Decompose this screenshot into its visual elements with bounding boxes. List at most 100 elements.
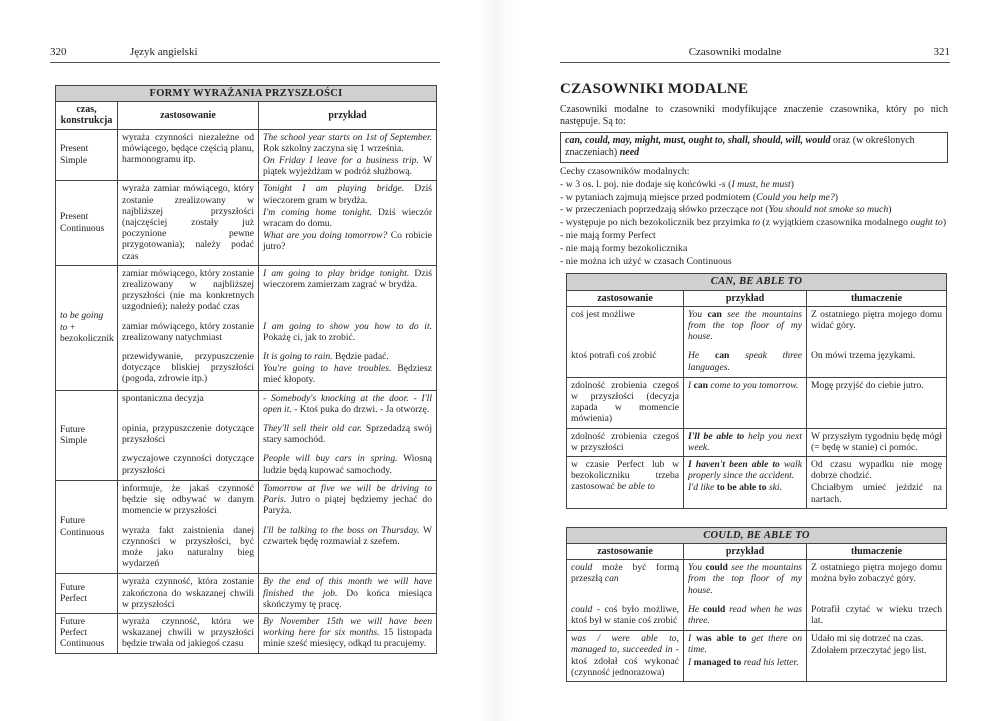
table-row: w czasie Perfect lub w bezokoliczniku tr… (566, 456, 947, 509)
text-segment: Rok szkolny zaczyna się 1 września. (263, 142, 404, 154)
right-page: Czasowniki modalne 321 CZASOWNIKI MODALN… (560, 0, 950, 721)
text-paragraph: could może być formą przeszłą can (571, 562, 679, 584)
table-cell: wyraża fakt zaistnienia danej czynności … (117, 522, 259, 575)
table-cell: He can speak three languages. (683, 348, 807, 378)
text-segment: Z ostatniego piętra mojego domu można by… (811, 562, 943, 585)
text-segment: - w przeczeniach poprzedzają słówko prze… (560, 204, 751, 216)
table-cell: I was able to get there on time. I manage… (683, 630, 807, 683)
table-cell: On mówi trzema językami. (806, 348, 947, 378)
text-segment: zdolność zrobienia czegoś w przyszłości … (571, 379, 679, 425)
text-paragraph: Present Simple (60, 143, 113, 165)
text-paragraph: - w 3 os. l. poj. nie dodaje się końcówk… (560, 179, 948, 191)
table-cell: By the end of this month we will have fi… (257, 573, 438, 614)
table-row: zamiar mówiącego, który zostanie zrealiz… (56, 318, 438, 350)
text-segment: ought to (910, 217, 943, 229)
text-segment: You (688, 308, 708, 320)
text-paragraph: w czasie Perfect lub w bezokoliczniku tr… (571, 459, 679, 493)
text-segment: Od czasu wypadku nie mogę dobrze chodzić… (811, 459, 942, 482)
text-segment: He (688, 350, 715, 362)
text-segment: może być formą przeszłą (571, 562, 679, 585)
modal-verbs-box: can, could, may, might, must, ought to, … (560, 132, 948, 163)
text-segment: see the mountains from the top floor of … (688, 562, 802, 596)
text-segment: Wiosną ludzie będą kupować samochody. (263, 453, 433, 476)
text-paragraph: I am going to play bridge tonight. Dziś … (263, 268, 432, 290)
text-paragraph: Od czasu wypadku nie mogę dobrze chodzić… (811, 459, 942, 481)
text-segment: wyraża czynność, która we wskazanej chwi… (122, 615, 254, 650)
text-segment: - coś było możliwe, ktoś był w stanie co… (571, 603, 679, 627)
text-paragraph: wyraża czynności niezależne od mówiącego… (122, 132, 254, 166)
table-cell: Tonight I am playing bridge. Dziś wieczo… (257, 180, 438, 266)
text-segment: Pokażę ci, jak to zrobić. (263, 331, 356, 343)
text-segment: Sprzedadzą swój stary samochód. (263, 423, 433, 446)
could-table: COULD, BE ABLE TO zastosowanie przykład … (565, 526, 948, 683)
text-segment: informuje, że jakaś czynność będzie się … (122, 482, 254, 517)
table-cell: I'll be able to help you next week. (683, 427, 807, 458)
text-paragraph: was / were able to, managed to, succeede… (571, 633, 679, 678)
text-paragraph: They'll sell their old car. Sprzedadzą s… (263, 423, 432, 445)
text-paragraph: People will buy cars in spring. Wiosną l… (263, 453, 432, 475)
text-paragraph: Potrafił czytać w wieku trzech lat. (811, 604, 942, 626)
text-segment: I am going to show you how to do it. (263, 320, 433, 332)
text-segment: Future Continuous (60, 515, 105, 538)
text-segment: - występuje po nich bezokolicznik bez pr… (560, 217, 753, 229)
column-header: zastosowanie (117, 101, 259, 130)
text-segment: + bezokolicznik (60, 321, 114, 344)
text-segment: Could you help me? (756, 191, 835, 203)
table-cell: Tomorrow at five we will be driving to P… (257, 479, 438, 523)
table-cell: coś jest możliwe (566, 305, 684, 349)
text-segment: Tonight I am playing bridge. (263, 183, 405, 195)
text-paragraph: przewidywanie, przypuszczenie dotyczące … (122, 351, 254, 385)
can-table: CAN, BE ABLE TO zastosowanie przykład tł… (566, 273, 947, 509)
intro-paragraph: Czasowniki modalne to czasowniki modyfik… (560, 104, 948, 127)
text-paragraph: W przyszłym tygodniu będę mógł (= będę w… (811, 431, 942, 453)
table-cell: zamiar mówiącego, który zostanie zrealiz… (117, 318, 259, 350)
text-segment: Z ostatniego piętra mojego domu widać gó… (811, 308, 942, 331)
text-segment: Tomorrow at five we will be driving to P… (263, 482, 433, 506)
table-cell: w czasie Perfect lub w bezokoliczniku tr… (566, 456, 684, 509)
text-segment: I'll be talking to the boss on Thursday. (263, 524, 420, 536)
table-row: zwyczajowe czynności dotyczące przyszłoś… (56, 451, 438, 481)
text-segment: Present Continuous (60, 211, 105, 234)
text-paragraph: can, could, may, might, must, ought to, … (565, 135, 943, 159)
text-segment: Zdołałem przeczytać jego list. (811, 645, 927, 657)
text-segment: zwyczajowe czynności dotyczące przyszłoś… (122, 453, 254, 476)
table-title: CAN, BE ABLE TO (566, 273, 947, 291)
table-cell: zdolność zrobienia czegoś w przyszłości (566, 427, 684, 458)
text-segment: get there on time. (688, 633, 803, 656)
text-segment: Będzie padać. (332, 351, 389, 363)
text-paragraph: coś jest możliwe (571, 309, 679, 320)
text-segment: I'm coming home tonight. (263, 206, 372, 218)
text-segment: Present Simple (60, 143, 89, 166)
text-segment: 15 listopada minie sześć miesięcy, odkąd… (263, 627, 433, 650)
text-segment: ski. (766, 482, 783, 494)
text-paragraph: - nie można ich użyć w czasach Continuou… (560, 256, 948, 268)
table-cell: - Somebody's knocking at the door. - I'l… (257, 389, 438, 422)
text-paragraph: You could see the mountains from the top… (688, 562, 802, 596)
text-segment: be able to (617, 481, 655, 493)
text-segment: Co robicie jutro? (263, 230, 433, 253)
text-paragraph: The school year starts on 1st of Septemb… (263, 132, 432, 154)
text-segment: could (571, 562, 593, 574)
text-segment: I'd like (688, 482, 717, 494)
table-row: was / were able to, managed to, succeede… (566, 630, 948, 683)
text-segment: - w 3 os. l. poj. nie dodaje się końcówk… (560, 178, 719, 190)
text-segment: I haven't been able to (688, 459, 780, 471)
text-paragraph: I'll be able to help you next week. (688, 431, 802, 453)
text-paragraph: You can see the mountains from the top f… (688, 309, 802, 343)
text-paragraph: Present Continuous (60, 211, 113, 233)
left-page: 320 Język angielski FORMY WYRAŻANIA PRZY… (50, 0, 440, 721)
row-label: to be going to + bezokolicznik (55, 264, 118, 391)
text-segment: On Friday I leave for a business trip. (263, 155, 419, 167)
text-segment: - w pytaniach zajmują miejsce przed podm… (560, 191, 757, 203)
table-cell: I haven't been able to walk properly sin… (683, 456, 807, 509)
text-segment: wyraża czynności niezależne od mówiącego… (122, 131, 254, 166)
text-segment: (z wyjątkiem czasownika modalnego (759, 217, 911, 229)
text-paragraph: I can come to you tomorrow. (688, 380, 802, 391)
table-cell: spontaniczna decyzja (117, 389, 259, 422)
text-segment: to be able to (716, 482, 767, 494)
text-segment: not (750, 204, 763, 216)
text-paragraph: Future Simple (60, 424, 113, 446)
text-segment: - nie można ich użyć w czasach Continuou… (560, 255, 732, 267)
running-head-title: Język angielski (130, 46, 198, 58)
text-paragraph: I'm coming home tonight. Dziś wieczór wr… (263, 207, 432, 229)
